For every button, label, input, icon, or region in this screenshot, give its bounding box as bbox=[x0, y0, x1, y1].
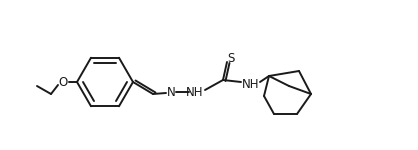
Text: N: N bbox=[167, 85, 176, 99]
Text: S: S bbox=[227, 51, 234, 64]
Text: NH: NH bbox=[242, 78, 260, 90]
Text: NH: NH bbox=[186, 85, 204, 99]
Text: O: O bbox=[59, 75, 68, 88]
